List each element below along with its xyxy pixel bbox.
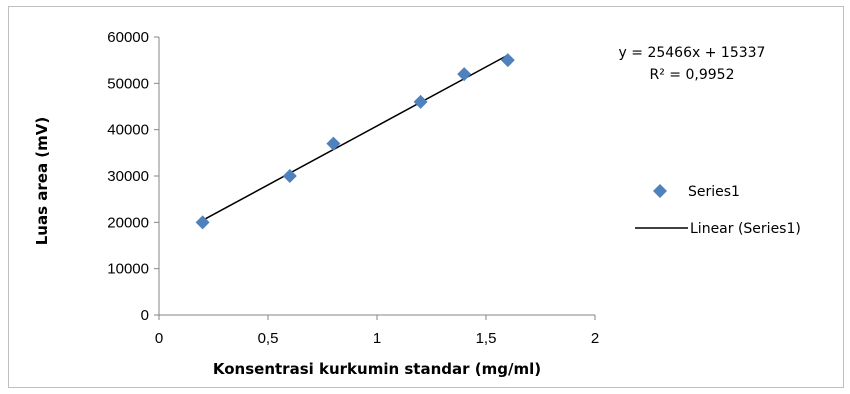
x-tick-label: 1 [373,330,381,347]
data-point [282,169,297,183]
x-tick-label: 1,5 [476,330,497,347]
y-tick-label: 30000 [107,168,149,185]
x-tick-label: 2 [591,330,599,347]
trendline-group [202,54,509,221]
trendline [202,54,509,221]
data-point [195,215,210,230]
data-point [326,136,341,151]
y-tick-label: 40000 [107,122,149,139]
y-axis-title: Luas area (mV) [33,117,51,246]
data-points [195,53,515,230]
x-axis-title: Konsentrasi kurkumin standar (mg/ml) [213,360,541,378]
chart: 0 10000 20000 30000 40000 50000 60000 0 0,5 1 1,5… [33,29,801,378]
x-tick-label: 0,5 [258,330,279,347]
y-tick-label: 50000 [107,75,149,92]
chart-frame: 0 10000 20000 30000 40000 50000 60000 0 0,5 1 1,5… [8,6,844,388]
axes [154,36,596,320]
y-tick-labels: 0 10000 20000 30000 40000 50000 60000 [107,29,149,324]
trendline-equation: y = 25466x + 15337 [619,45,766,61]
y-tick-label: 0 [141,307,149,324]
r-squared-label: R² = 0,9952 [650,67,735,83]
x-tick-label: 0 [155,330,163,347]
data-point [413,94,428,109]
legend: Series1 Linear (Series1) [635,184,801,237]
x-tick-labels: 0 0,5 1 1,5 2 [155,330,599,347]
y-tick-label: 20000 [107,214,149,231]
data-point [500,53,515,68]
legend-series1-marker [653,184,667,198]
legend-trendline-label: Linear (Series1) [690,221,801,237]
data-point [457,67,472,82]
y-tick-label: 10000 [107,261,149,278]
y-tick-label: 60000 [107,29,149,46]
legend-series1-label: Series1 [688,184,740,200]
